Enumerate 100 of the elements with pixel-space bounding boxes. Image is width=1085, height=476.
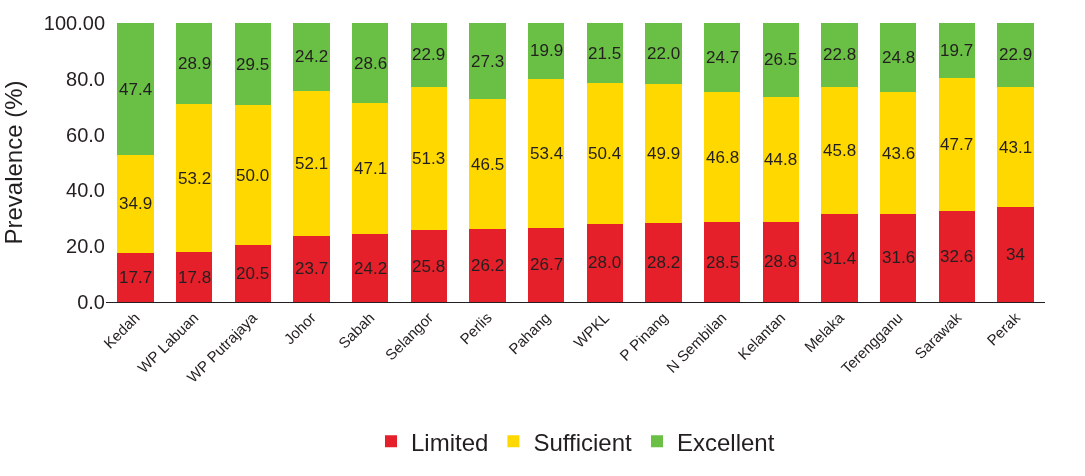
data-label: 17.8 [178, 268, 212, 287]
bar [293, 90, 330, 236]
data-label: 22.0 [647, 44, 681, 63]
legend-label: Limited [411, 428, 489, 456]
bar [527, 227, 565, 302]
bar [997, 86, 1034, 208]
data-label: 22.9 [412, 45, 446, 64]
data-label: 20.5 [236, 264, 270, 283]
bar [762, 23, 800, 97]
data-label: 31.4 [823, 249, 857, 268]
bar [821, 214, 858, 302]
data-label: 53.4 [530, 144, 564, 163]
y-tick-label: 100.00 [43, 12, 105, 34]
bar [351, 23, 389, 104]
data-label: 43.1 [999, 138, 1033, 157]
y-tick-label: 60.0 [66, 123, 105, 146]
bar [175, 103, 213, 253]
data-label: 28.6 [354, 54, 388, 73]
data-label: 31.6 [882, 248, 916, 267]
bar [704, 91, 741, 223]
bar [586, 23, 624, 84]
bar [938, 23, 976, 78]
data-label: 24.2 [295, 47, 329, 66]
bar [997, 207, 1034, 302]
data-label: 24.2 [354, 259, 388, 278]
data-label: 19.7 [940, 41, 974, 60]
bar [469, 99, 506, 229]
bar [938, 211, 976, 302]
bar [762, 96, 800, 222]
bar [410, 230, 447, 302]
bar [880, 92, 917, 214]
bar [117, 23, 154, 156]
data-label: 32.6 [940, 247, 974, 266]
bar [880, 23, 917, 93]
legend-label: Excellent [676, 428, 775, 456]
data-label: 24.7 [706, 48, 740, 67]
data-label: 22.8 [823, 45, 857, 64]
data-label: 47.1 [354, 159, 388, 178]
data-label: 53.2 [178, 169, 212, 188]
data-label: 47.4 [119, 80, 153, 99]
bar [586, 83, 624, 224]
bar [293, 23, 330, 91]
data-label: 22.9 [999, 45, 1033, 64]
data-label: 28.2 [647, 253, 681, 272]
y-tick-label: 0.0 [77, 291, 105, 313]
bar [645, 223, 682, 302]
bar [880, 213, 917, 302]
data-label: 19.9 [530, 41, 564, 60]
data-label: 50.4 [588, 144, 622, 163]
bar [704, 23, 741, 92]
bar [410, 86, 447, 231]
data-label: 29.5 [236, 55, 270, 74]
data-label: 28.9 [178, 54, 212, 73]
data-label: 26.2 [471, 256, 505, 275]
bar [469, 23, 506, 100]
bar [293, 235, 330, 302]
data-label: 46.5 [471, 155, 505, 174]
data-label: 47.7 [940, 135, 974, 154]
data-label: 34.9 [119, 194, 153, 213]
data-label: 26.5 [764, 50, 798, 69]
data-label: 46.8 [706, 148, 740, 167]
bar [234, 23, 271, 106]
bar [997, 23, 1034, 87]
bar [704, 222, 741, 302]
data-label: 51.3 [412, 149, 446, 168]
bar [175, 23, 213, 104]
bar [821, 86, 858, 215]
data-label: 50.0 [236, 166, 270, 185]
data-label: 27.3 [471, 52, 505, 71]
data-label: 49.9 [647, 144, 681, 163]
data-label: 45.8 [823, 141, 857, 160]
y-tick-label: 40.0 [66, 179, 105, 202]
data-label: 34 [1006, 245, 1025, 264]
y-axis-title: Prevalence (%) [0, 80, 27, 245]
data-label: 44.8 [764, 150, 798, 169]
data-label: 28.8 [764, 252, 798, 271]
data-label: 23.7 [295, 259, 329, 278]
bar [469, 228, 506, 302]
bar [527, 23, 565, 79]
data-label: 28.5 [706, 253, 740, 272]
data-label: 28.0 [588, 253, 622, 272]
data-label: 25.8 [412, 257, 446, 276]
data-label: 52.1 [295, 154, 329, 173]
bar [117, 155, 154, 253]
data-label: 26.7 [530, 255, 564, 274]
bar [351, 103, 389, 235]
bar [762, 221, 800, 302]
data-label: 43.6 [882, 144, 916, 163]
bar [645, 23, 682, 85]
data-label: 17.7 [119, 268, 153, 287]
legend-label: Sufficient [533, 428, 632, 456]
data-label: 24.8 [882, 48, 916, 67]
bar [234, 105, 271, 245]
bar [938, 77, 976, 212]
data-label: 21.5 [588, 44, 622, 63]
bar [175, 252, 213, 302]
bar [351, 234, 389, 302]
bar [410, 23, 447, 87]
bar [117, 252, 154, 302]
bar [586, 223, 624, 302]
